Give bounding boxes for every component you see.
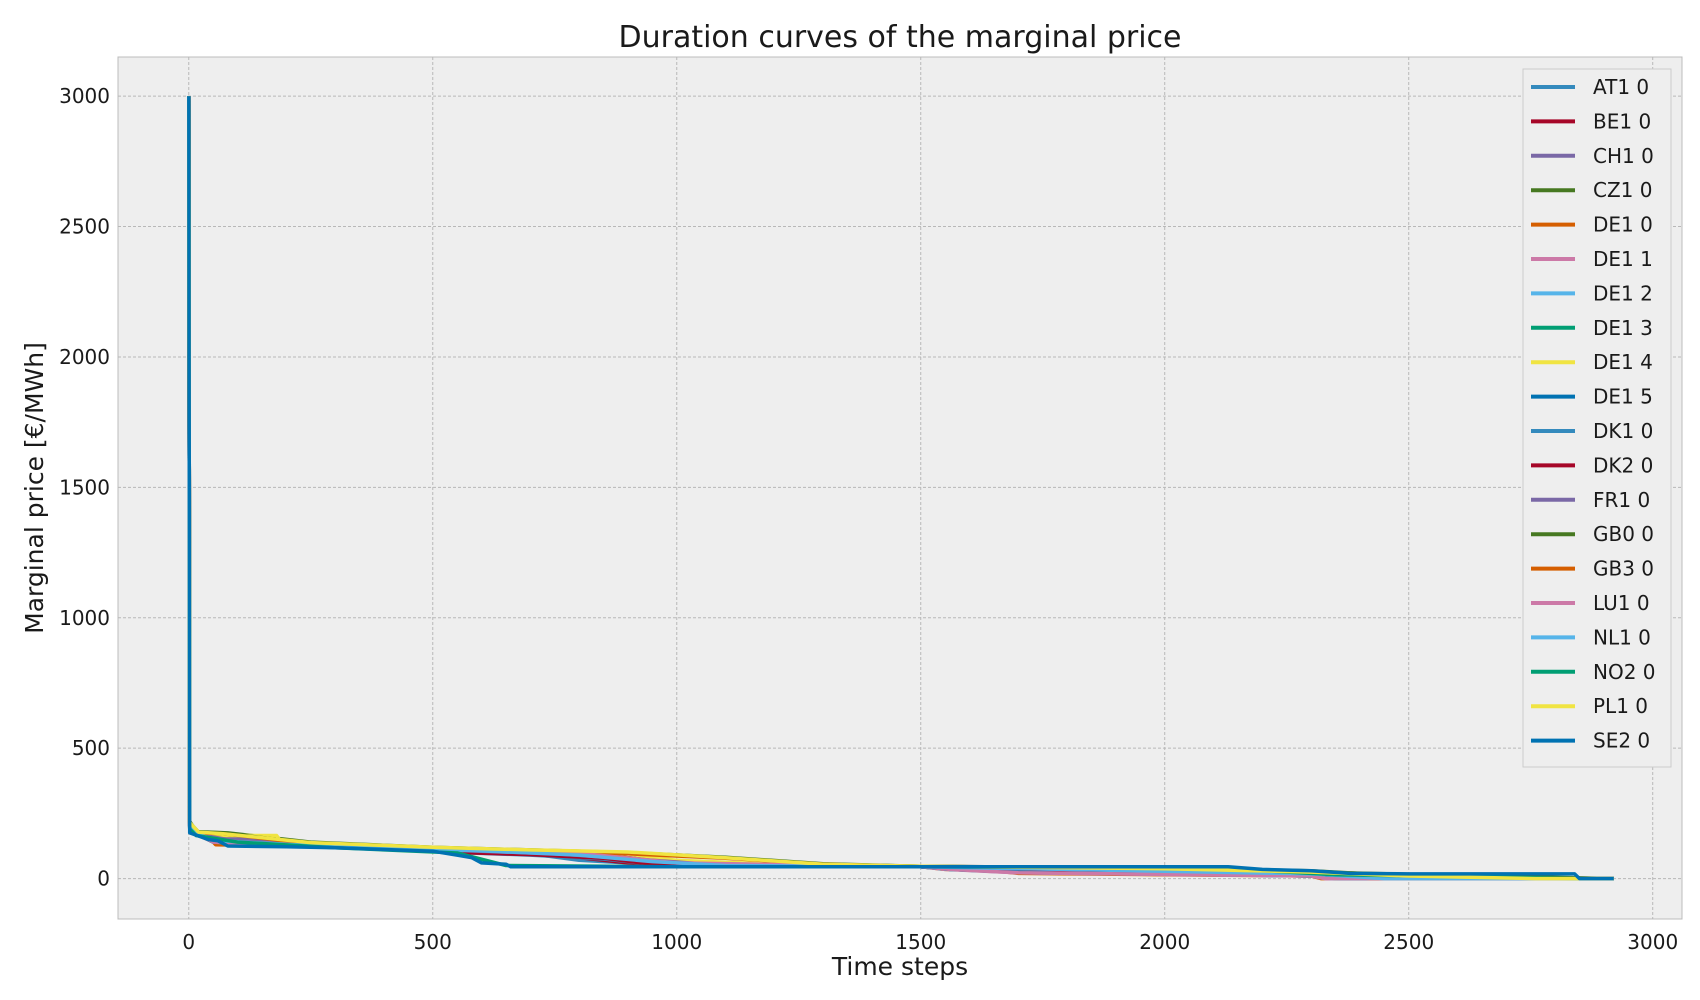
y-axis-label: Marginal price [€/MWh] <box>20 342 49 634</box>
plot-background <box>117 56 1683 920</box>
legend-entry: DK1 0 <box>1593 419 1653 443</box>
x-axis-label: Time steps <box>831 952 968 981</box>
legend-entry: DK2 0 <box>1593 453 1653 477</box>
series-line <box>187 96 1614 881</box>
legend-entry: DE1 3 <box>1593 316 1653 340</box>
y-tick-label: 0 <box>97 867 110 891</box>
legend-box <box>1522 68 1672 768</box>
x-tick-label: 2500 <box>1383 930 1434 954</box>
legend-entry: GB3 0 <box>1593 557 1654 581</box>
legend-entry: CH1 0 <box>1593 144 1654 168</box>
legend-entry: NO2 0 <box>1593 660 1656 684</box>
legend-entry: NL1 0 <box>1593 625 1651 649</box>
x-tick-label: 3000 <box>1627 930 1678 954</box>
legend-entry: SE2 0 <box>1593 729 1650 753</box>
legend-entry: LU1 0 <box>1593 591 1650 615</box>
x-tick-label: 2000 <box>1139 930 1190 954</box>
legend-entry: AT1 0 <box>1593 75 1649 99</box>
y-tick-label: 2000 <box>59 345 110 369</box>
y-tick-label: 3000 <box>59 84 110 108</box>
legend: AT1 0 BE1 0 CH1 0 CZ1 0 DE1 0 DE1 1 DE1 2 DE1 3… <box>1522 68 1672 768</box>
legend-entry: BE1 0 <box>1593 109 1651 133</box>
x-tick-label: 1500 <box>895 930 946 954</box>
legend-entry: DE1 4 <box>1593 350 1653 374</box>
x-tick-label: 500 <box>414 930 452 954</box>
x-tick-label: 0 <box>182 930 195 954</box>
y-tick-label: 1500 <box>59 475 110 499</box>
legend-entry: DE1 1 <box>1593 247 1653 271</box>
legend-entry: DE1 2 <box>1593 281 1653 305</box>
y-tick-label: 500 <box>72 736 110 760</box>
legend-entry: FR1 0 <box>1593 488 1650 512</box>
y-tick-label: 1000 <box>59 606 110 630</box>
x-tick-label: 1000 <box>651 930 702 954</box>
chart-title: Duration curves of the marginal price <box>619 20 1182 55</box>
series-lines <box>187 96 1614 881</box>
legend-entry: DE1 0 <box>1593 213 1653 237</box>
y-axis-ticks: 0 500 1000 1500 2000 2500 3000 <box>59 84 110 890</box>
x-axis-ticks: 0 500 1000 1500 2000 2500 3000 <box>182 930 1678 954</box>
y-tick-label: 2500 <box>59 215 110 239</box>
legend-entry: GB0 0 <box>1593 522 1654 546</box>
legend-entry: PL1 0 <box>1593 694 1648 718</box>
legend-entry: DE1 5 <box>1593 385 1653 409</box>
legend-entry: CZ1 0 <box>1593 178 1652 202</box>
